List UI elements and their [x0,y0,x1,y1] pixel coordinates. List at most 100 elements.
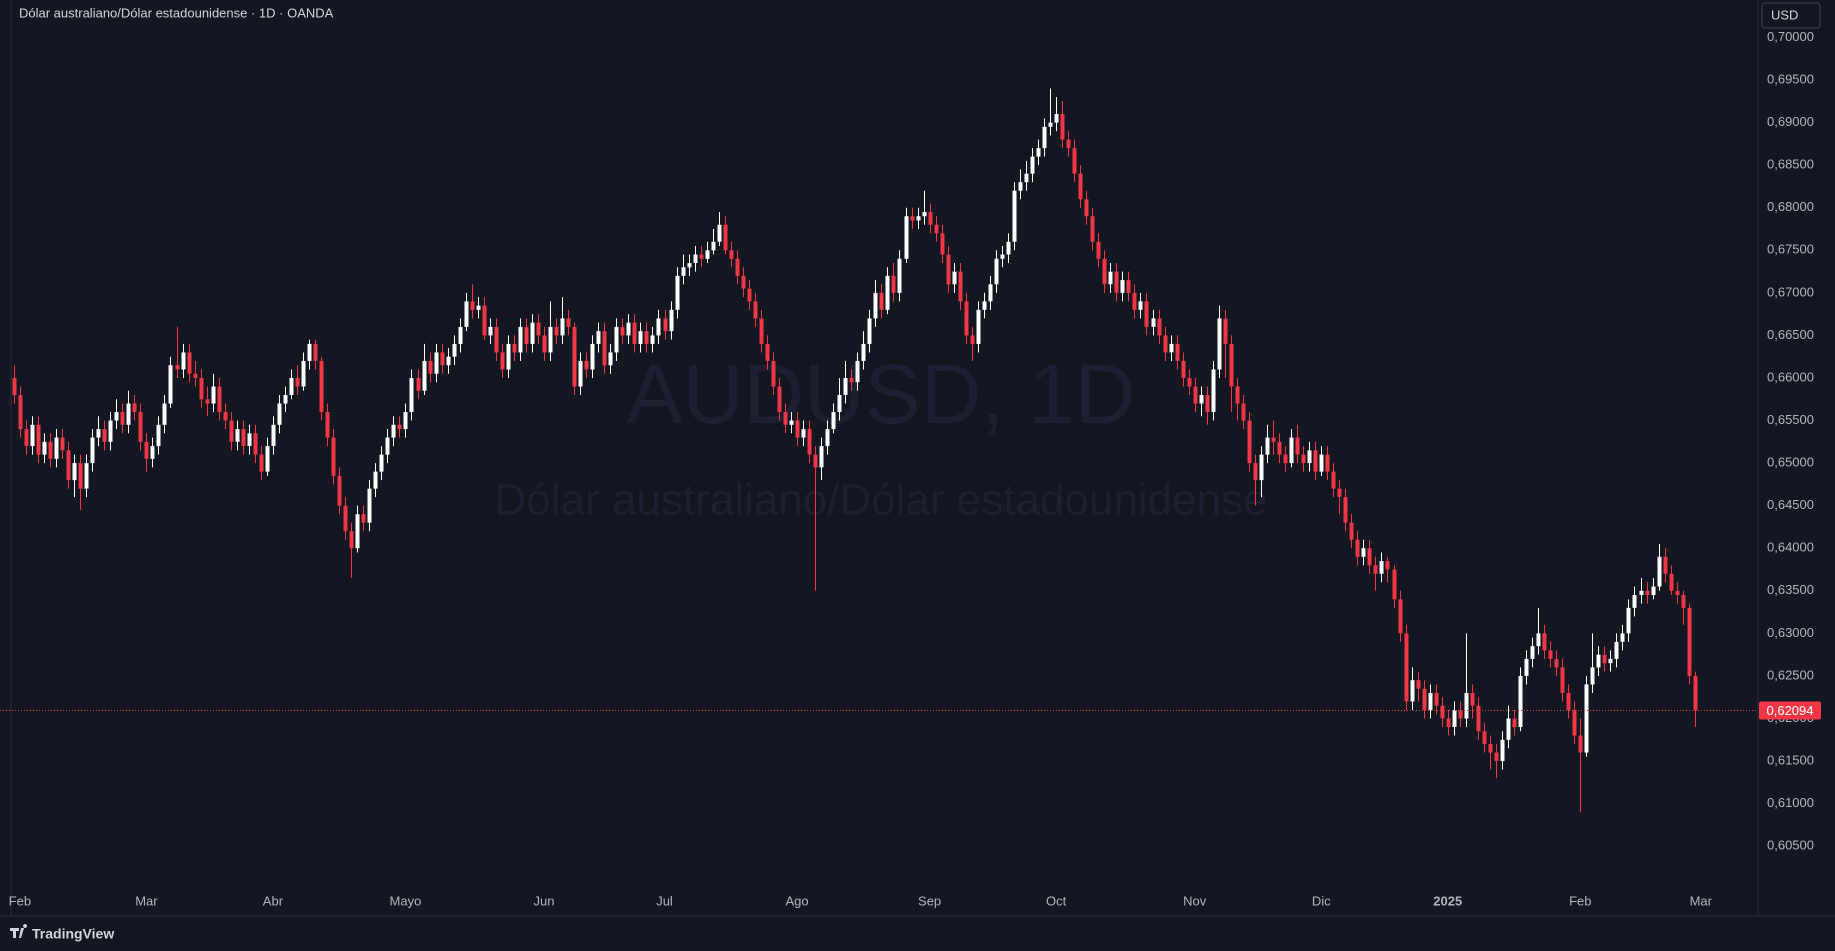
candle-body [1193,386,1198,404]
candle-body [1157,318,1162,336]
candle-body [138,412,143,442]
candle-body [199,377,204,400]
candle-body [1259,454,1264,481]
candle-body [1006,241,1011,255]
y-tick-label: 0,62500 [1767,667,1814,682]
candle-body [1078,173,1083,200]
candle-body [464,301,469,327]
candle-body [813,454,818,468]
candle-body [126,403,131,425]
candle-body [428,360,433,374]
candle-body [934,224,939,234]
candle-body [1434,692,1439,706]
candle-body [1632,595,1637,608]
candle-body [843,377,848,396]
candle-body [1151,318,1156,327]
candle-body [403,412,408,430]
candle-body [891,275,896,293]
candle-body [120,412,125,425]
candle-body [1271,437,1276,442]
y-tick-label: 0,64000 [1767,540,1814,555]
candle-body [614,326,619,353]
plot-area [0,88,1758,813]
candle-body [922,211,927,217]
candle-body [1428,692,1433,710]
candle-body [1548,650,1553,659]
candle-body [1181,360,1186,378]
candle-body [693,254,698,264]
candle-body [1512,718,1517,728]
candle-body [1669,573,1674,591]
candle-body [168,365,173,404]
candle-body [1614,641,1619,659]
candle-body [1241,403,1246,421]
y-tick-label: 0,69000 [1767,114,1814,129]
candle-body [1560,667,1565,693]
candle-body [729,250,734,259]
candle-body [1524,658,1529,676]
candle-body [1048,122,1053,127]
candle-body [1458,709,1463,719]
candle-body [391,424,396,438]
candle-body [620,326,625,336]
candle-body [1367,548,1372,566]
candle-body [1373,565,1378,574]
candle-body [1337,488,1342,498]
candle-body [60,437,65,451]
currency-button-label[interactable]: USD [1771,7,1798,22]
candle-body [1325,454,1330,472]
candle-body [1361,548,1366,557]
candle-body [241,429,246,447]
candle-body [560,318,565,336]
candle-body [801,429,806,438]
candle-body [1578,735,1583,753]
x-tick-label: Mayo [390,893,422,908]
candle-body [253,433,258,455]
candle-body [434,352,439,374]
candle-body [747,288,752,302]
candle-body [271,424,276,447]
y-tick-label: 0,67500 [1767,242,1814,257]
candle-body [1319,454,1324,472]
candle-body [855,360,860,383]
x-tick-label: Feb [1569,893,1591,908]
x-tick-label: Sep [918,893,941,908]
y-tick-label: 0,61000 [1767,795,1814,810]
candle-body [849,377,854,383]
candle-body [422,360,427,391]
candle-body [1072,148,1077,174]
currency-button[interactable]: USD [1761,2,1821,29]
candle-body [1530,646,1535,659]
candle-body [1392,569,1397,600]
candle-body [277,403,282,425]
candle-body [1144,301,1149,327]
candle-body [1470,692,1475,706]
candle-body [536,322,541,336]
candle-body [1446,718,1451,728]
candle-body [102,429,107,442]
currency-button-box[interactable] [1761,2,1821,29]
candle-body [12,377,17,396]
candle-body [1440,705,1445,719]
candle-body [72,463,77,481]
candle-body [1289,437,1294,464]
candle-body [1000,254,1005,259]
y-tick-label: 0,63500 [1767,582,1814,597]
candle-body [1608,658,1613,664]
candle-body [644,331,649,344]
y-tick-label: 0,60500 [1767,838,1814,853]
candle-body [1036,148,1041,157]
candle-body [1355,539,1360,557]
candle-body [1482,731,1487,745]
candle-body [295,377,300,387]
candle-body [663,318,668,332]
candle-body [1126,280,1131,293]
candle-body [669,309,674,332]
candle-body [946,254,951,285]
candle-body [626,322,631,336]
candle-body [482,305,487,336]
candle-body [150,446,155,459]
candle-body [211,386,216,404]
